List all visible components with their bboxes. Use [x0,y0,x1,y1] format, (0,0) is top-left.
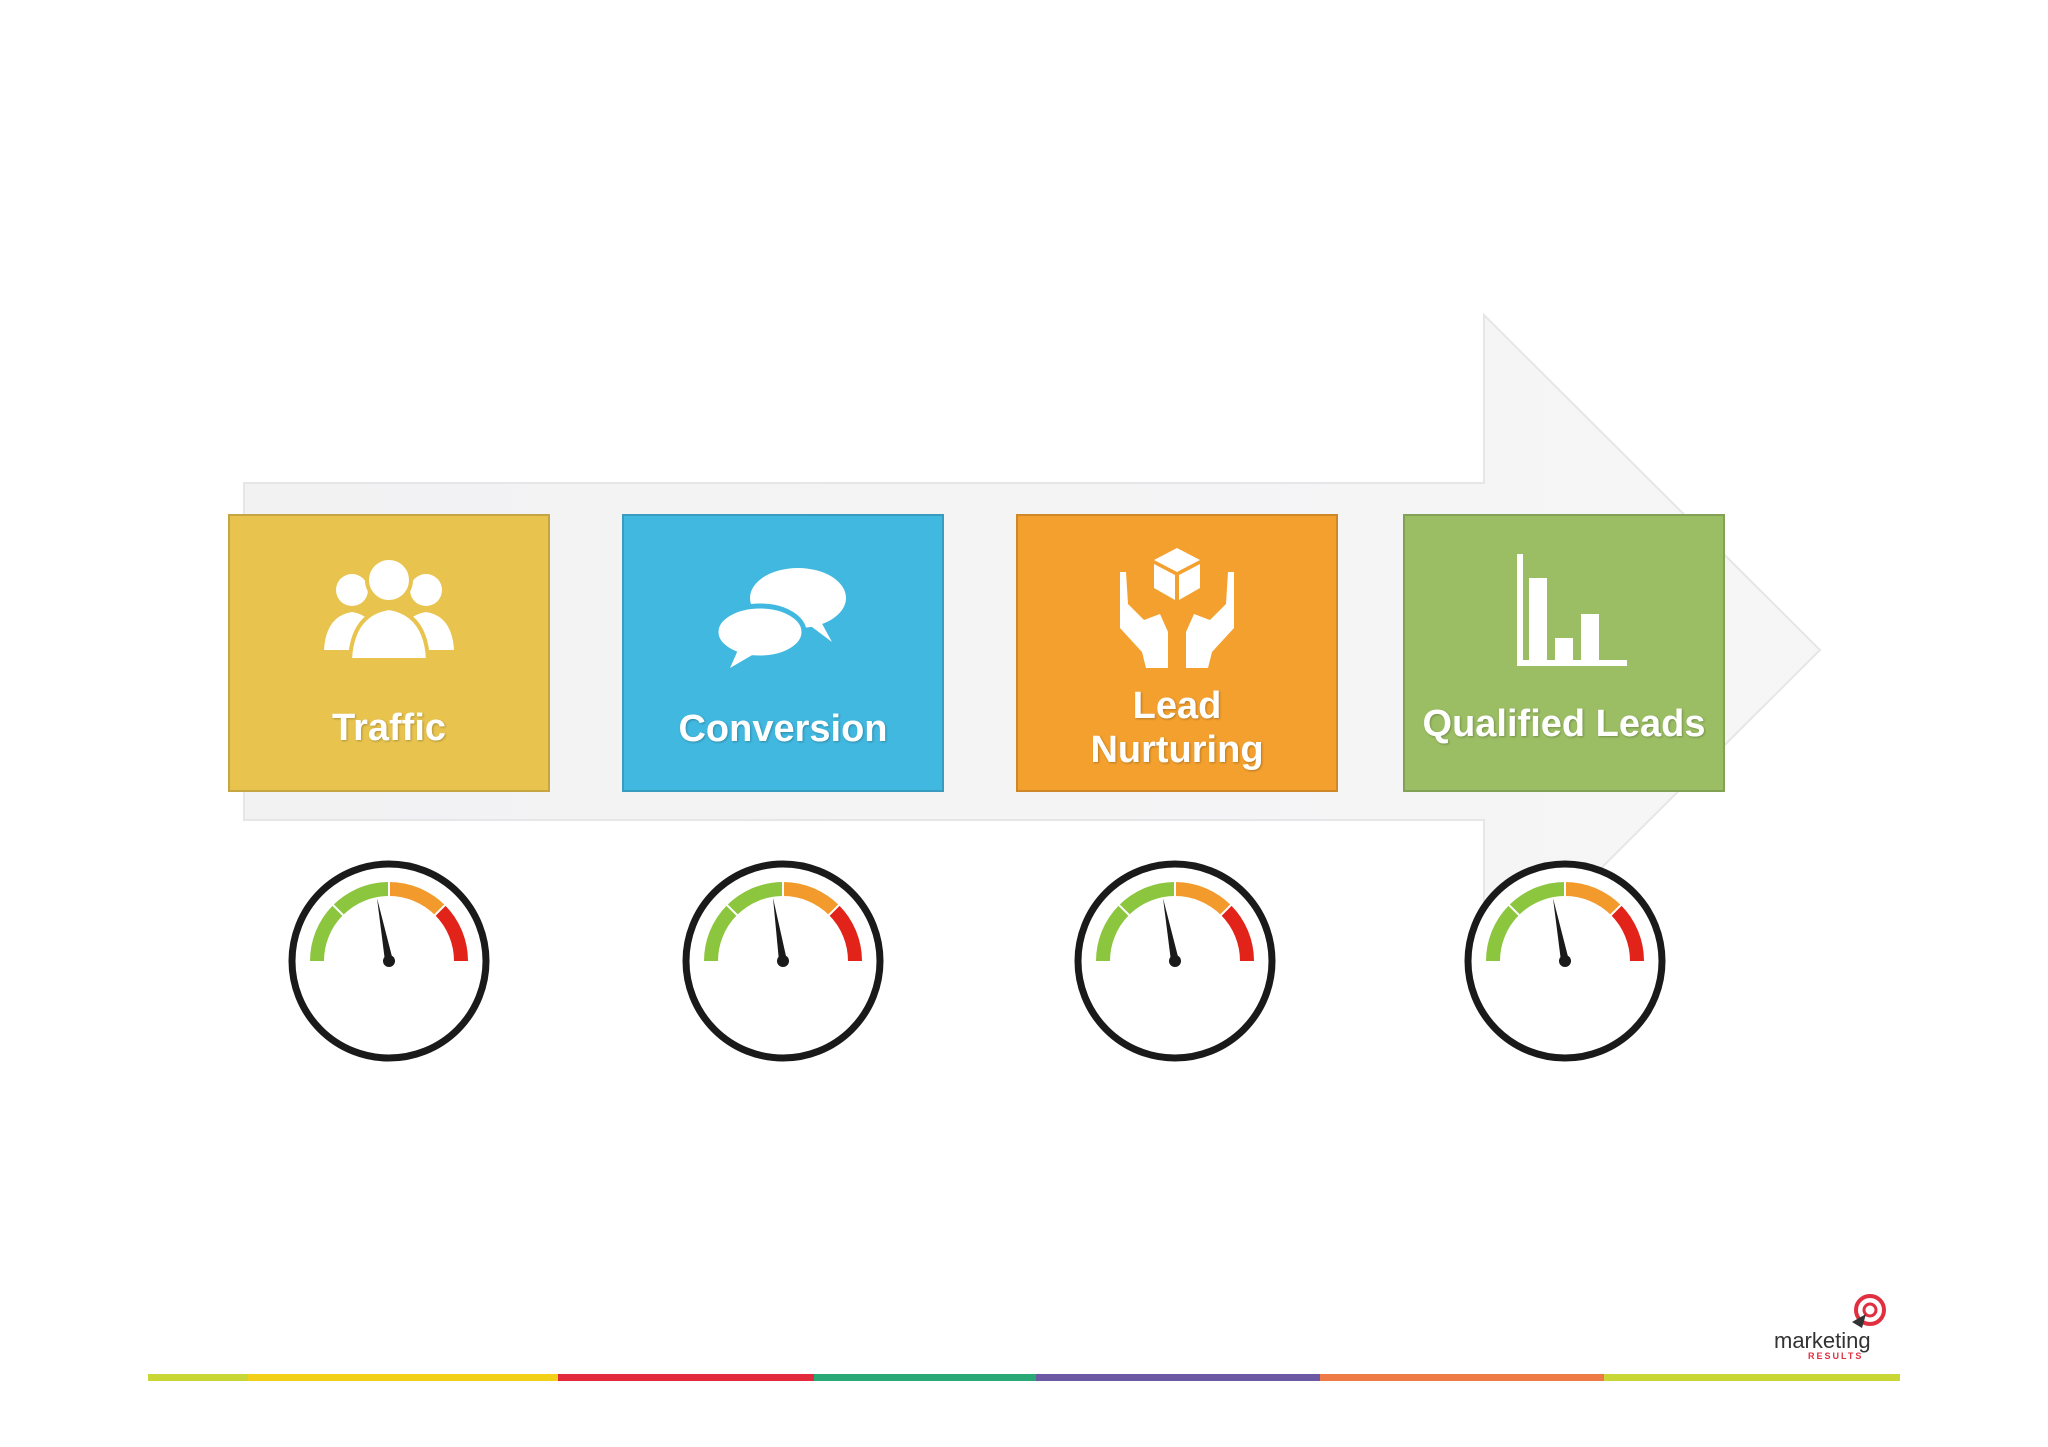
gauge-tick [827,903,841,917]
gauge-needle [1163,898,1179,962]
gauge-tick [1117,903,1131,917]
stage-label: Conversion [678,708,888,750]
bar-segment [814,1374,1036,1381]
stage-label: Traffic [331,707,447,749]
bar-segment [1604,1374,1900,1381]
stage-label: Qualified Leads [1422,703,1706,745]
gauge-red-arc [1220,905,1254,962]
footer-color-bar [148,1374,1900,1381]
gauge-tick [1507,903,1521,917]
gauge-needle [1553,898,1569,962]
speech-bubbles-icon [624,550,942,680]
stage-lead-nurturing: Lead Nurturing [1016,514,1338,792]
marketing-results-logo: marketing RESULTS [1762,1292,1902,1362]
gauge-needle [772,897,787,962]
gauge-orange-arc [1174,882,1231,916]
gauge-tick [1609,903,1623,917]
gauge-traffic [286,858,492,1064]
gauge-hub [1169,955,1181,967]
gauge-orange-arc [782,882,839,916]
bar-segment [1320,1374,1604,1381]
gauge-needle [377,898,393,962]
people-icon [230,550,548,680]
gauge-qualified-leads [1462,858,1668,1064]
gauge-hub [777,955,789,967]
gauge-hub [1559,955,1571,967]
gauge-hub [383,955,395,967]
stage-conversion: Conversion [622,514,944,792]
gauge-tick [331,903,345,917]
bar-chart-icon [1405,554,1723,684]
stage-traffic: Traffic [228,514,550,792]
hands-box-icon [1018,544,1336,674]
bar-segment [248,1374,558,1381]
bar-segment [148,1374,248,1381]
gauge-tick [725,903,739,917]
gauge-red-arc [1610,905,1644,962]
stage-label: Lead Nurturing [1090,685,1264,771]
gauge-tick [1219,903,1233,917]
gauge-tick [433,903,447,917]
logo-word: marketing [1774,1328,1871,1353]
stage-qualified-leads: Qualified Leads [1403,514,1725,792]
gauge-red-arc [828,905,862,962]
target-icon [1852,1294,1886,1328]
bar-segment [1036,1374,1320,1381]
gauge-orange-arc [1564,882,1621,916]
gauge-orange-arc [388,882,445,916]
gauge-lead-nurturing [1072,858,1278,1064]
gauge-conversion [680,858,886,1064]
bar-segment [558,1374,814,1381]
gauge-red-arc [434,905,468,962]
logo-sub: RESULTS [1808,1351,1864,1361]
